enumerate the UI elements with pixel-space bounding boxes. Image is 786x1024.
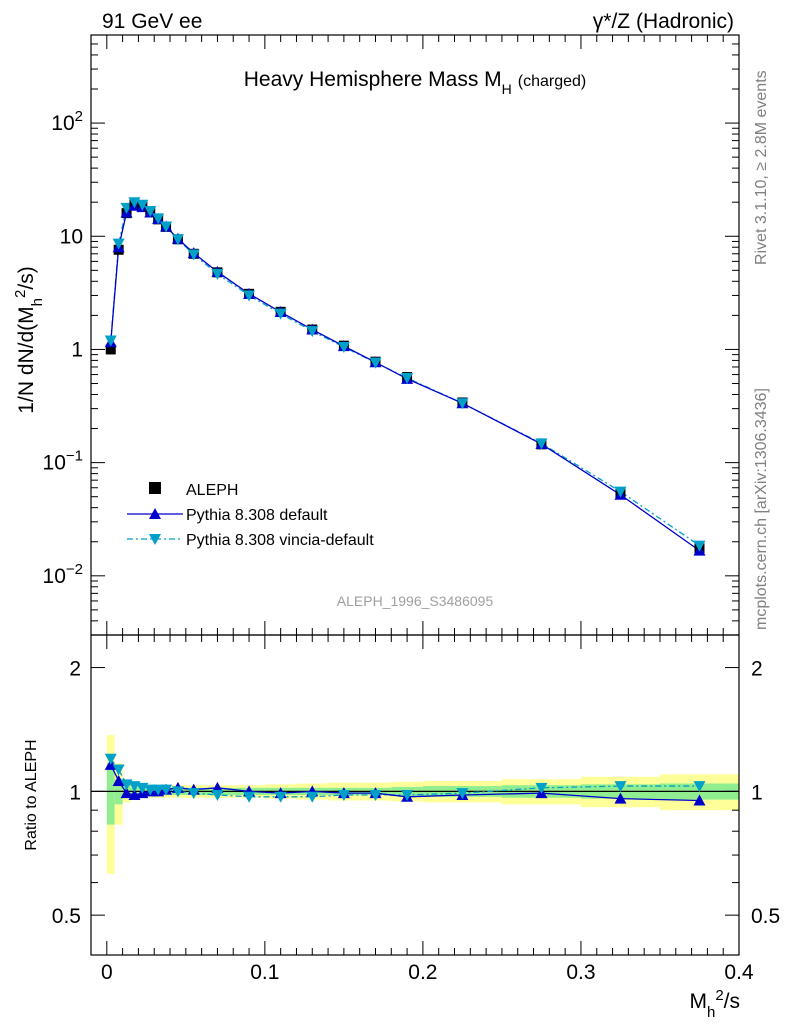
plot-title: Heavy Hemisphere Mass MH (charged): [244, 68, 587, 97]
ratio-point-vincia: [187, 788, 200, 800]
ratio-y-tick-label: 1: [69, 781, 81, 804]
data-point-vincia: [160, 221, 173, 233]
data-point-vincia: [337, 342, 350, 354]
x-tick-label: 0.4: [724, 961, 754, 984]
y-tick-label: 1: [71, 338, 83, 361]
data-point-vincia: [456, 398, 469, 410]
legend: ALEPH Pythia 8.308 default Pythia 8.308 vi…: [127, 482, 374, 549]
mcplots-label: mcplots.cern.ch [arXiv:1306.3436]: [753, 388, 770, 630]
data-point-aleph: [105, 344, 116, 355]
legend-label-aleph: ALEPH: [186, 482, 238, 499]
data-point-vincia: [152, 213, 165, 225]
ratio-point-vincia: [152, 784, 165, 796]
ratio-point-vincia: [274, 791, 287, 803]
ratio-frame: [90, 634, 740, 956]
data-point-vincia: [211, 268, 224, 280]
ratio-point-vincia: [369, 789, 382, 801]
x-tick-label: 0.1: [250, 961, 279, 984]
ratio-point-vincia: [104, 753, 117, 765]
y-tick-label: 10−1: [43, 448, 83, 475]
data-point-vincia: [693, 540, 706, 552]
process-label: γ*/Z (Hadronic): [593, 10, 734, 33]
ratio-point-vincia: [614, 781, 627, 793]
y-tick-label: 10: [60, 225, 83, 248]
ratio-point-vincia: [112, 764, 125, 776]
ratio-point-default: [120, 787, 133, 799]
ratio-point-default: [614, 792, 627, 804]
ratio-y-tick-label-right: 2: [751, 658, 763, 681]
ratio-point-vincia: [337, 789, 350, 801]
data-point-vincia: [104, 335, 117, 347]
x-axis-title: Mh2/s: [689, 987, 740, 1021]
data-point-vincia: [369, 357, 382, 369]
data-point-vincia: [144, 206, 157, 218]
ratio-y-axis-title: Ratio to ALEPH: [23, 739, 40, 850]
data-point-vincia: [535, 438, 548, 450]
ratio-point-vincia: [243, 791, 256, 803]
ratio-point-vincia: [535, 782, 548, 794]
legend-marker-default: [149, 508, 161, 519]
legend-label-vincia: Pythia 8.308 vincia-default: [186, 532, 374, 549]
analysis-id: ALEPH_1996_S3486095: [337, 593, 494, 609]
ratio-point-vincia: [160, 784, 173, 796]
ratio-point-vincia: [211, 789, 224, 801]
data-point-vincia: [136, 199, 149, 211]
data-point-vincia: [401, 372, 414, 384]
legend-marker-aleph: [149, 482, 161, 494]
y-tick-label: 10−2: [43, 561, 83, 588]
ratio-y-tick-label: 2: [69, 658, 81, 681]
ratio-point-vincia: [693, 781, 706, 793]
y-axis-title: 1/N dN/d(Mh2/s): [12, 266, 46, 413]
legend-marker-vincia: [149, 534, 161, 545]
ratio-y-axis: 0.5 0.5 1 1 2 2: [52, 658, 780, 929]
data-point-vincia: [187, 249, 200, 261]
ratio-point-vincia: [401, 789, 414, 801]
y-tick-label: 102: [51, 108, 83, 135]
data-point-vincia: [306, 326, 319, 338]
legend-label-default: Pythia 8.308 default: [186, 507, 328, 524]
ratio-point-default: [693, 794, 706, 806]
ratio-point-default: [112, 774, 125, 786]
ratio-y-tick-label: 0.5: [52, 905, 81, 928]
ratio-y-tick-label-right: 1: [751, 781, 763, 804]
x-tick-label: 0.3: [566, 961, 595, 984]
ratio-point-vincia: [306, 791, 319, 803]
main-y-axis: 10−2 10−1 1 10 102: [43, 34, 739, 636]
x-axis: 0 0.1 0.2 0.3 0.4: [101, 35, 754, 984]
data-point-vincia: [112, 238, 125, 250]
main-plot-area: [104, 197, 706, 556]
x-tick-label: 0.2: [408, 961, 437, 984]
ratio-plot-area: [91, 735, 739, 874]
energy-label: 91 GeV ee: [102, 10, 202, 33]
ratio-point-vincia: [171, 786, 184, 798]
ratio-point-vincia: [456, 788, 469, 800]
data-point-vincia: [171, 234, 184, 246]
data-point-vincia: [614, 486, 627, 498]
main-panel: 10−2 10−1 1 10 102 Heavy Hemisphere Mass MH(…: [12, 34, 740, 636]
uncertainty-band-inner: [106, 763, 115, 825]
ratio-y-tick-label-right: 0.5: [751, 905, 780, 928]
data-point-vincia: [243, 290, 256, 302]
rivet-label: Rivet 3.1.10, ≥ 2.8M events: [753, 70, 770, 265]
data-point-vincia: [274, 308, 287, 320]
ratio-point-vincia: [144, 784, 157, 796]
x-tick-label: 0: [101, 961, 113, 984]
